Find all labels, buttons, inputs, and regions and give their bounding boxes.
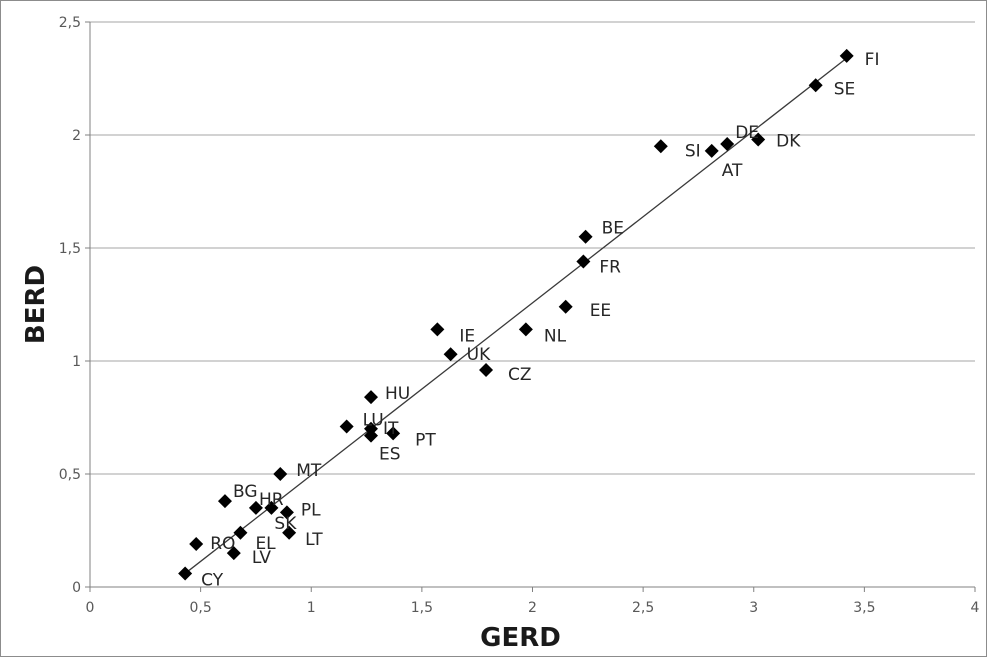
data-point-lu	[339, 419, 354, 434]
data-point-pl	[279, 505, 294, 520]
point-label-ie: IE	[459, 326, 475, 346]
point-label-ro: RO	[210, 534, 235, 554]
data-point-ro	[189, 537, 204, 552]
data-point-at	[704, 143, 719, 158]
data-point-es	[363, 428, 378, 443]
data-point-fr	[576, 254, 591, 269]
y-tick-label: 1	[72, 354, 81, 370]
point-label-lu: LU	[363, 411, 384, 431]
data-point-lv	[226, 546, 241, 561]
point-label-dk: DK	[776, 132, 801, 152]
data-point-el	[233, 525, 248, 540]
point-label-cy: CY	[201, 570, 224, 590]
x-tick-label: 1	[307, 600, 316, 616]
data-point-mt	[273, 467, 288, 481]
point-label-nl: NL	[544, 326, 567, 346]
point-label-at: AT	[722, 161, 743, 181]
x-axis-title: GERD	[480, 623, 561, 653]
x-tick-labels: 0 0,5 1 1,5 2 2,5 3 3,5 4	[86, 600, 980, 616]
data-point-hu	[363, 390, 378, 405]
data-point-lt	[282, 525, 297, 540]
y-axis-title: BERD	[21, 265, 51, 344]
data-point-hr	[248, 500, 263, 515]
point-label-pl: PL	[301, 500, 321, 520]
point-label-it: IT	[383, 419, 399, 439]
point-label-bg: BG	[233, 482, 258, 502]
x-tick-label: 2	[528, 600, 537, 616]
point-label-sk: SK	[274, 514, 297, 534]
point-label-hu: HU	[385, 384, 410, 404]
x-tick-label: 1,5	[411, 600, 433, 616]
trendline	[184, 57, 848, 574]
y-tick-label: 1,5	[59, 241, 81, 257]
data-point-de	[720, 137, 735, 152]
data-point-ie	[430, 322, 445, 337]
point-label-mt: MT	[296, 461, 322, 481]
x-tick-label: 3	[749, 600, 758, 616]
data-point-uk	[443, 347, 458, 362]
data-point-be	[578, 229, 593, 244]
x-tick-label: 0	[86, 600, 95, 616]
data-points	[178, 48, 854, 581]
point-label-fi: FI	[865, 50, 880, 70]
data-point-bg	[217, 494, 232, 509]
point-label-uk: UK	[467, 345, 491, 365]
x-tick-label: 4	[971, 600, 980, 616]
x-tick-label: 0,5	[189, 600, 211, 616]
point-label-hr: HR	[259, 490, 284, 510]
point-label-pt: PT	[415, 430, 436, 450]
y-tick-label: 0	[72, 580, 81, 596]
point-label-fr: FR	[599, 258, 621, 278]
x-tick-label: 2,5	[632, 600, 654, 616]
point-label-cz: CZ	[508, 365, 532, 385]
data-point-cy	[178, 566, 193, 581]
point-label-es: ES	[379, 445, 401, 465]
x-tick-label: 3,5	[853, 600, 875, 616]
point-label-lt: LT	[305, 530, 323, 550]
data-point-fi	[839, 48, 854, 63]
axes	[85, 21, 976, 592]
y-tick-label: 0,5	[59, 467, 81, 483]
data-point-se	[808, 78, 823, 93]
trendline-group	[184, 57, 848, 574]
y-tick-label: 2,5	[59, 15, 81, 31]
point-label-de: DE	[735, 123, 759, 143]
point-label-el: EL	[255, 534, 276, 554]
point-label-se: SE	[834, 79, 856, 99]
data-point-dk	[751, 132, 766, 147]
data-point-si	[653, 139, 668, 154]
data-point-ee	[558, 299, 573, 314]
point-label-lv: LV	[252, 548, 272, 568]
gridlines	[90, 21, 975, 475]
point-label-ee: EE	[590, 301, 611, 321]
data-point-nl	[518, 322, 533, 337]
point-label-be: BE	[602, 219, 624, 239]
y-tick-labels: 0 0,5 1 1,5 2 2,5	[59, 15, 81, 596]
point-label-si: SI	[685, 141, 701, 161]
data-point-pt	[386, 426, 401, 441]
y-tick-label: 2	[72, 128, 81, 144]
data-point-sk	[264, 500, 279, 515]
data-point-cz	[479, 363, 494, 378]
